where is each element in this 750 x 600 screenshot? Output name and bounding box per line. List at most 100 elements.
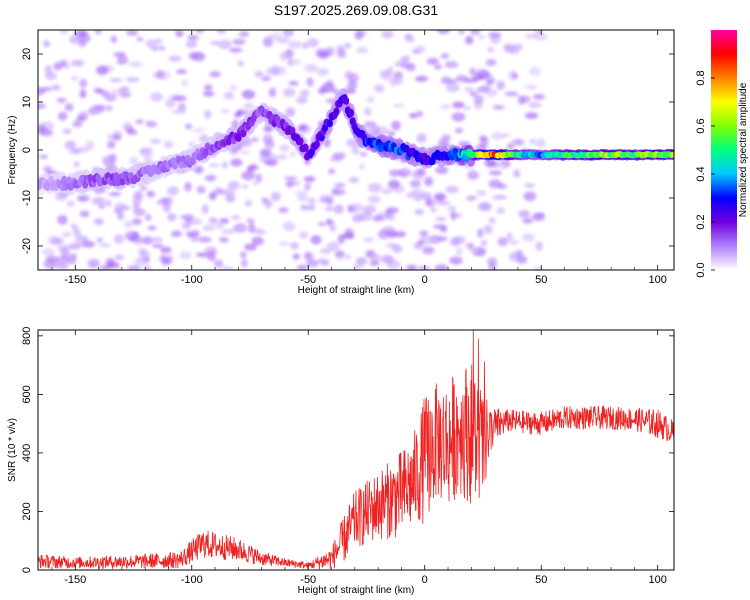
y-tick-label: -20 bbox=[21, 238, 33, 254]
spectrogram-noise-blob bbox=[284, 176, 298, 181]
x-tick-label: 0 bbox=[422, 274, 428, 286]
spectrogram-noise-blob bbox=[439, 103, 452, 110]
spectrogram-noise-blob bbox=[140, 149, 153, 158]
spectrogram-noise-blob bbox=[181, 79, 188, 87]
spectrogram-noise-blob bbox=[73, 161, 80, 168]
spectrogram-noise-blob bbox=[72, 120, 83, 128]
spectrogram-core bbox=[326, 119, 333, 128]
spectrogram-noise-blob bbox=[387, 131, 395, 137]
spectrogram-noise-blob bbox=[469, 91, 478, 97]
spectrogram-noise-blob bbox=[465, 242, 475, 249]
spectrogram-noise-blob bbox=[150, 138, 162, 145]
spectrogram-noise-blob bbox=[251, 137, 259, 143]
spectrogram-noise-blob bbox=[331, 188, 346, 196]
spectrogram-noise-blob bbox=[451, 112, 466, 122]
spectrogram-noise-blob bbox=[202, 91, 215, 97]
spectrogram-noise-blob bbox=[437, 30, 450, 34]
spectrogram-noise-blob bbox=[229, 47, 243, 53]
spectrogram-noise-blob bbox=[502, 133, 510, 138]
spectrogram-noise-blob bbox=[72, 227, 81, 236]
spectrogram-noise-blob bbox=[203, 110, 212, 119]
spectrogram-noise-blob bbox=[531, 212, 545, 222]
spectrogram-y-ticks: -20 -10 0 10 20 bbox=[21, 48, 674, 254]
spectrogram-noise-blob bbox=[296, 264, 308, 270]
spectrogram-noise-blob bbox=[223, 91, 234, 100]
spectrogram-x-label: Height of straight line (km) bbox=[298, 285, 415, 296]
spectrogram-noise-blob bbox=[310, 235, 322, 245]
spectrogram-noise-blob bbox=[125, 77, 140, 83]
spectrogram-noise-blob bbox=[78, 34, 91, 43]
spectrogram-noise-blob bbox=[113, 202, 127, 212]
spectrogram-noise-blob bbox=[123, 220, 134, 228]
spectrogram-core bbox=[348, 108, 355, 117]
spectrogram-noise-blob bbox=[96, 237, 104, 243]
snr-y-label: SNR (10 * v/v) bbox=[7, 418, 18, 482]
spectrogram-noise-blob bbox=[445, 83, 460, 93]
spectrogram-noise-blob bbox=[424, 176, 434, 187]
spectrogram-noise-blob bbox=[230, 158, 243, 167]
spectrogram-noise-blob bbox=[409, 112, 418, 119]
x-tick-label: -50 bbox=[300, 274, 316, 286]
spectrogram-noise-blob bbox=[486, 80, 494, 86]
spectrogram-noise-blob bbox=[95, 30, 102, 35]
spectrogram-noise-blob bbox=[208, 163, 220, 168]
spectrogram-noise-blob bbox=[529, 66, 541, 77]
x-tick-label: 100 bbox=[649, 274, 667, 286]
spectrogram-noise-blob bbox=[464, 87, 474, 92]
spectrogram-noise-blob bbox=[132, 218, 142, 226]
spectrogram-noise-blob bbox=[214, 259, 223, 269]
spectrogram-noise-blob bbox=[437, 236, 448, 242]
spectrogram-noise-blob bbox=[307, 37, 319, 48]
spectrogram-noise-blob bbox=[225, 193, 236, 203]
spectrogram-noise-blob bbox=[477, 34, 486, 40]
spectrogram-noise-blob bbox=[72, 148, 81, 153]
spectrogram-noise-blob bbox=[145, 38, 154, 48]
spectrogram-noise-blob bbox=[333, 204, 344, 214]
spectrogram-noise-blob bbox=[533, 32, 548, 41]
spectrogram-noise-blob bbox=[464, 35, 474, 45]
x-tick-label: 100 bbox=[649, 574, 667, 586]
spectrogram-noise-blob bbox=[419, 192, 432, 200]
spectrogram-noise-blob bbox=[444, 61, 459, 69]
colorbar-bar bbox=[711, 30, 737, 270]
spectrogram-noise-blob bbox=[306, 77, 314, 87]
spectrogram-noise-blob bbox=[478, 202, 492, 212]
spectrogram-noise-blob bbox=[240, 258, 248, 268]
spectrogram-noise-blob bbox=[133, 208, 146, 217]
spectrogram-noise-blob bbox=[216, 30, 227, 34]
spectrogram-noise-blob bbox=[43, 259, 58, 269]
y-tick-label: 800 bbox=[21, 327, 33, 345]
spectrogram-noise-blob bbox=[173, 95, 187, 102]
spectrogram-noise-blob bbox=[336, 253, 344, 261]
spectrogram-noise-blob bbox=[66, 256, 77, 265]
spectrogram-noise-blob bbox=[209, 71, 221, 78]
spectrogram-noise-blob bbox=[463, 105, 471, 111]
spectrogram-noise-blob bbox=[414, 208, 425, 216]
spectrogram-noise-blob bbox=[191, 229, 200, 238]
x-tick-label: -150 bbox=[64, 274, 86, 286]
spectrogram-noise-blob bbox=[447, 205, 457, 212]
spectrogram-noise-blob bbox=[151, 236, 163, 243]
spectrogram-noise-blob bbox=[469, 67, 476, 77]
spectrogram-noise-blob bbox=[409, 179, 421, 188]
spectrogram-marks bbox=[38, 30, 674, 270]
spectrogram-noise-blob bbox=[41, 247, 55, 256]
spectrogram-noise-blob bbox=[481, 84, 491, 90]
spectrogram-noise-blob bbox=[264, 199, 273, 209]
spectrogram-noise-blob bbox=[387, 179, 401, 189]
colorbar: 0.0 0.2 0.4 0.6 0.8 Normalized spectral ampl… bbox=[695, 30, 749, 278]
spectrogram-core bbox=[297, 137, 304, 146]
spectrogram-noise-blob bbox=[70, 76, 78, 81]
spectrogram-noise-blob bbox=[298, 231, 309, 239]
x-tick-label: -100 bbox=[181, 274, 203, 286]
spectrogram-noise-blob bbox=[268, 33, 275, 43]
spectrogram-noise-blob bbox=[336, 50, 347, 59]
spectrogram-noise-blob bbox=[57, 111, 68, 121]
spectrogram-noise-blob bbox=[166, 186, 179, 196]
spectrogram-core bbox=[113, 172, 120, 181]
spectrogram-noise-blob bbox=[470, 30, 481, 36]
spectrogram-noise-blob bbox=[113, 234, 125, 244]
spectrogram-noise-blob bbox=[156, 199, 170, 206]
spectrogram-noise-blob bbox=[480, 239, 488, 247]
spectrogram-noise-blob bbox=[240, 251, 247, 259]
